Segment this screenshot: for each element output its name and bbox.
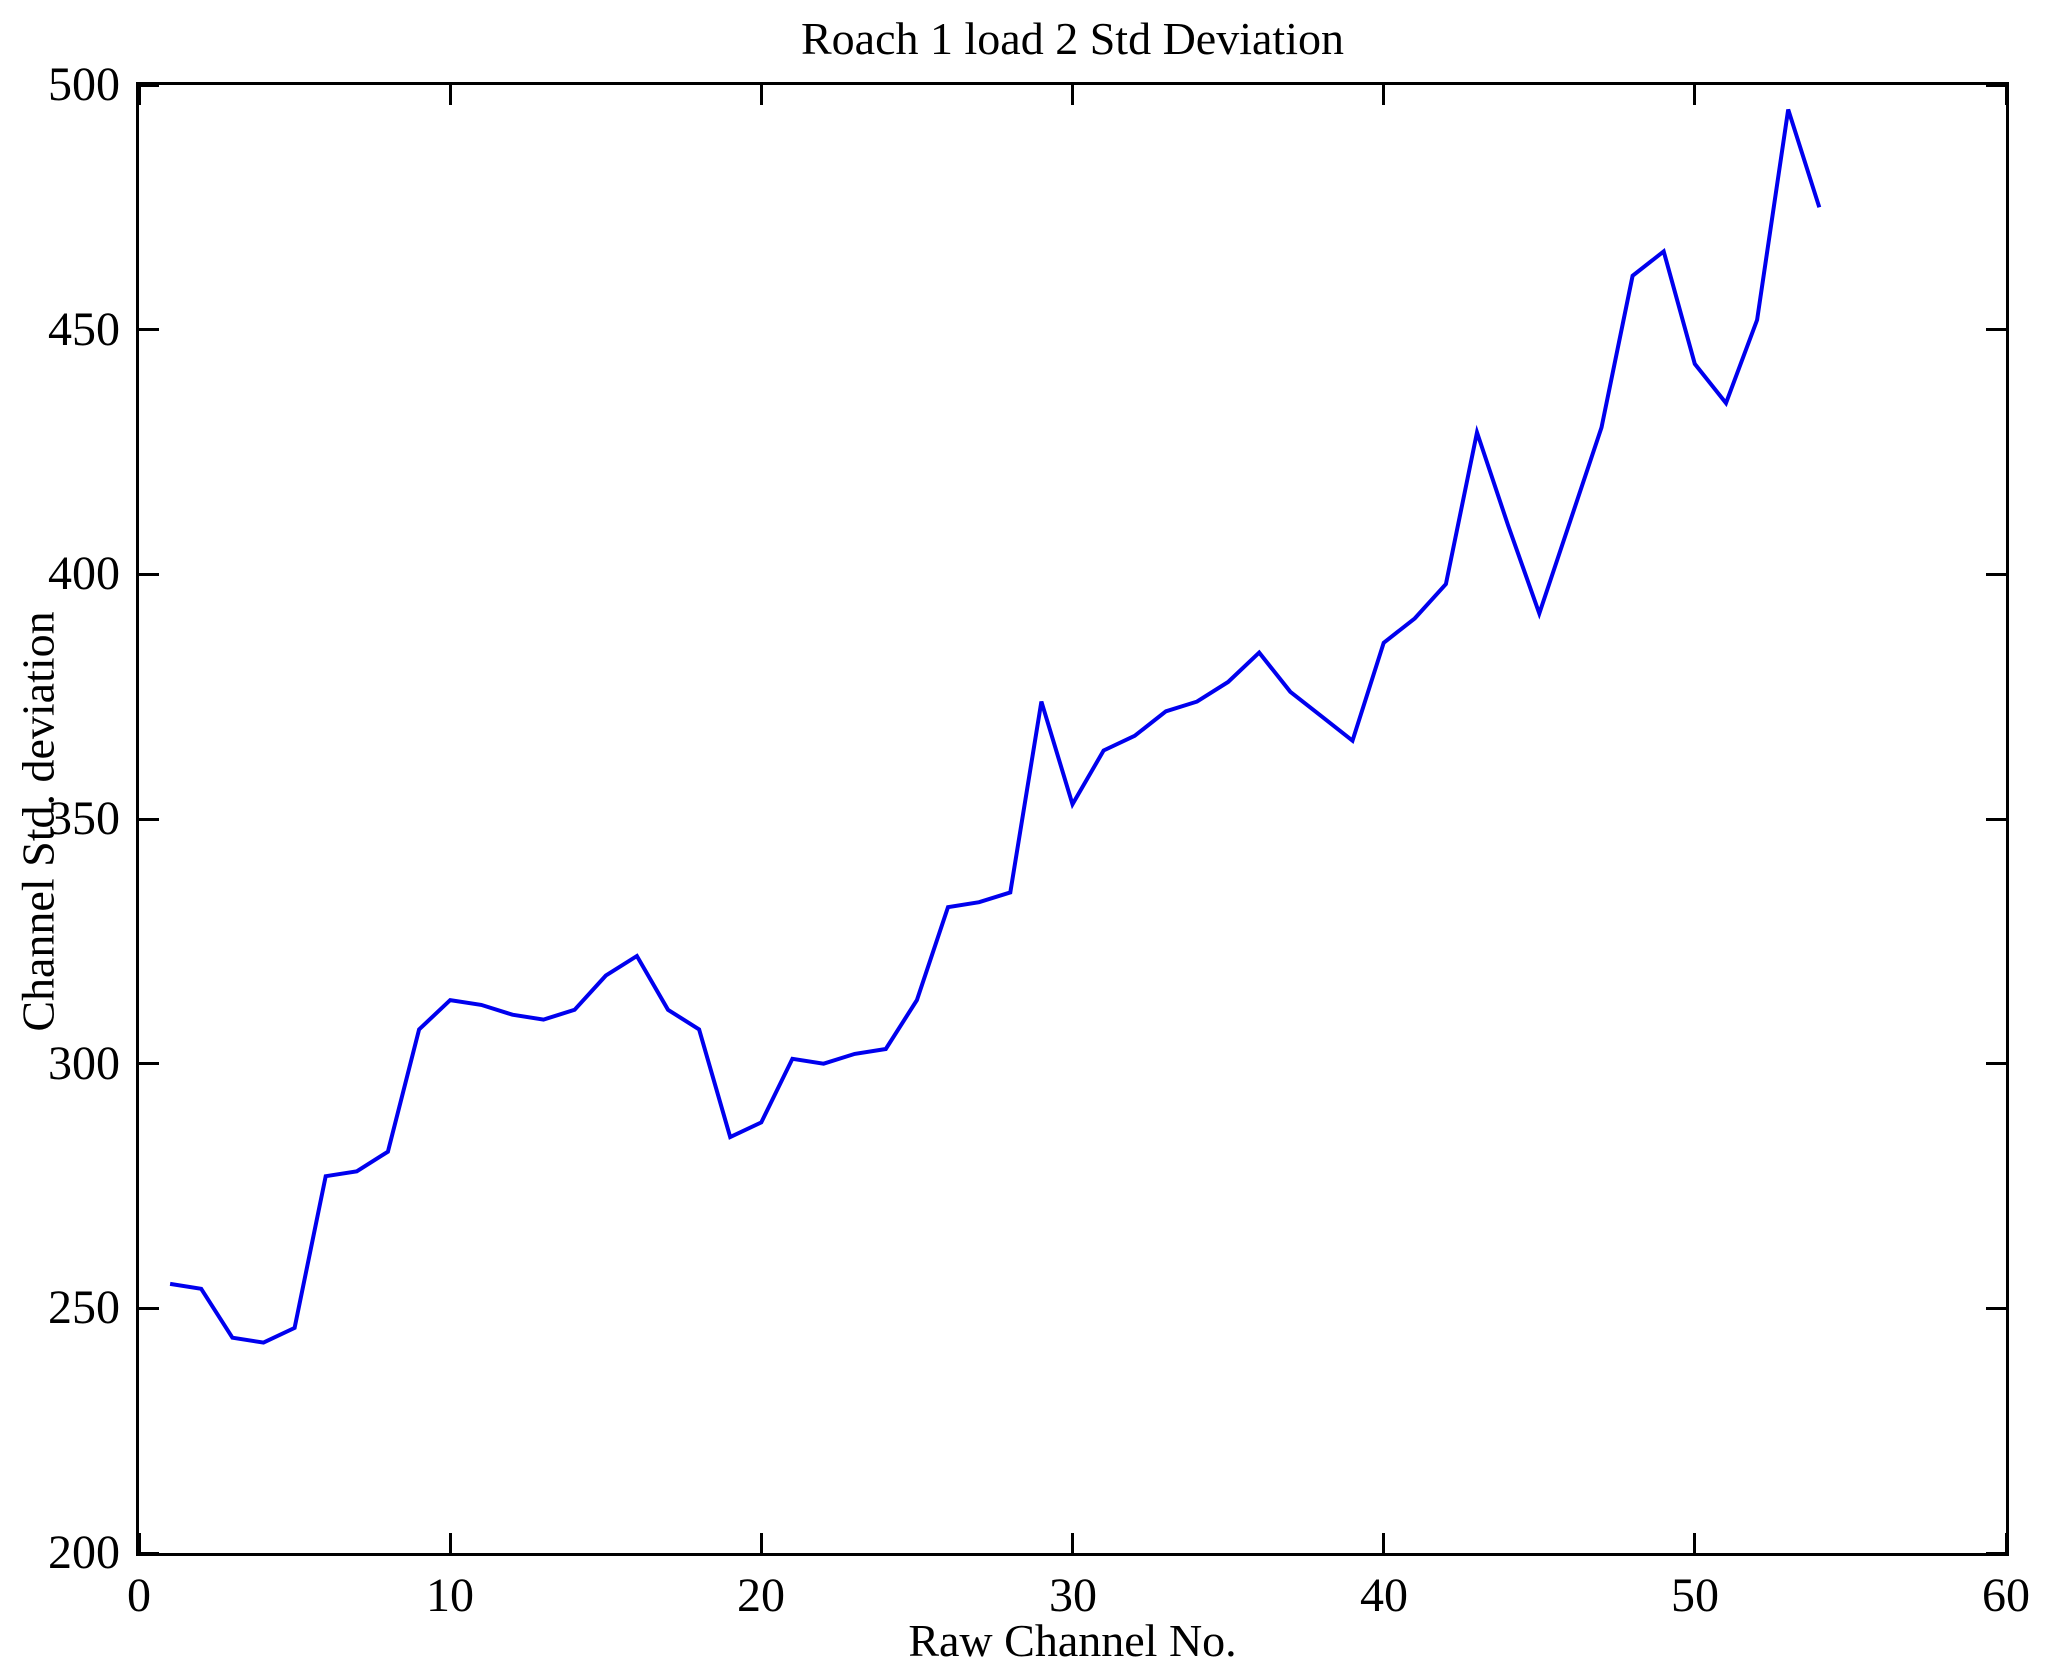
y-tick-label: 200 xyxy=(48,1526,120,1579)
y-tick-mark xyxy=(139,1307,159,1310)
x-tick-mark-top xyxy=(1693,85,1696,105)
x-tick-label: 40 xyxy=(1360,1569,1408,1622)
y-tick-label: 300 xyxy=(48,1037,120,1090)
x-tick-label: 10 xyxy=(426,1569,474,1622)
line-chart xyxy=(169,108,1822,1345)
y-tick-label: 350 xyxy=(48,792,120,845)
x-tick-mark xyxy=(1071,1533,1074,1553)
x-tick-mark-top xyxy=(449,85,452,105)
y-tick-mark-right xyxy=(1986,573,2006,576)
x-tick-mark xyxy=(138,1533,141,1553)
y-tick-mark-right xyxy=(1986,328,2006,331)
x-tick-mark xyxy=(2005,1533,2008,1553)
x-tick-mark xyxy=(1382,1533,1385,1553)
y-tick-mark xyxy=(139,1062,159,1065)
y-tick-mark xyxy=(139,1552,159,1555)
x-tick-label: 20 xyxy=(737,1569,785,1622)
x-tick-mark-top xyxy=(1071,85,1074,105)
y-tick-mark xyxy=(139,818,159,821)
y-tick-mark xyxy=(139,84,159,87)
x-tick-label: 30 xyxy=(1049,1569,1097,1622)
y-tick-mark-right xyxy=(1986,84,2006,87)
x-tick-mark-top xyxy=(138,85,141,105)
x-axis-label: Raw Channel No. xyxy=(908,1615,1237,1666)
y-tick-label: 400 xyxy=(48,547,120,600)
x-tick-mark-top xyxy=(2005,85,2008,105)
x-tick-mark xyxy=(449,1533,452,1553)
y-tick-label: 450 xyxy=(48,303,120,356)
y-tick-mark xyxy=(139,573,159,576)
y-tick-mark-right xyxy=(1986,1062,2006,1065)
y-tick-mark-right xyxy=(1986,818,2006,821)
x-tick-mark-top xyxy=(1382,85,1385,105)
y-tick-label: 500 xyxy=(48,58,120,111)
y-tick-mark-right xyxy=(1986,1552,2006,1555)
plot-area xyxy=(136,82,2009,1556)
x-tick-mark xyxy=(1693,1533,1696,1553)
y-tick-label: 250 xyxy=(48,1281,120,1334)
chart-title: Roach 1 load 2 Std Deviation xyxy=(801,13,1344,64)
data-line-series xyxy=(169,108,1822,1345)
y-tick-mark-right xyxy=(1986,1307,2006,1310)
y-tick-mark xyxy=(139,328,159,331)
x-tick-mark-top xyxy=(760,85,763,105)
x-tick-mark xyxy=(760,1533,763,1553)
x-tick-label: 0 xyxy=(127,1569,151,1622)
y-axis-label: Channel Std. deviation xyxy=(12,611,64,1032)
x-tick-label: 60 xyxy=(1982,1569,2030,1622)
x-tick-label: 50 xyxy=(1671,1569,1719,1622)
